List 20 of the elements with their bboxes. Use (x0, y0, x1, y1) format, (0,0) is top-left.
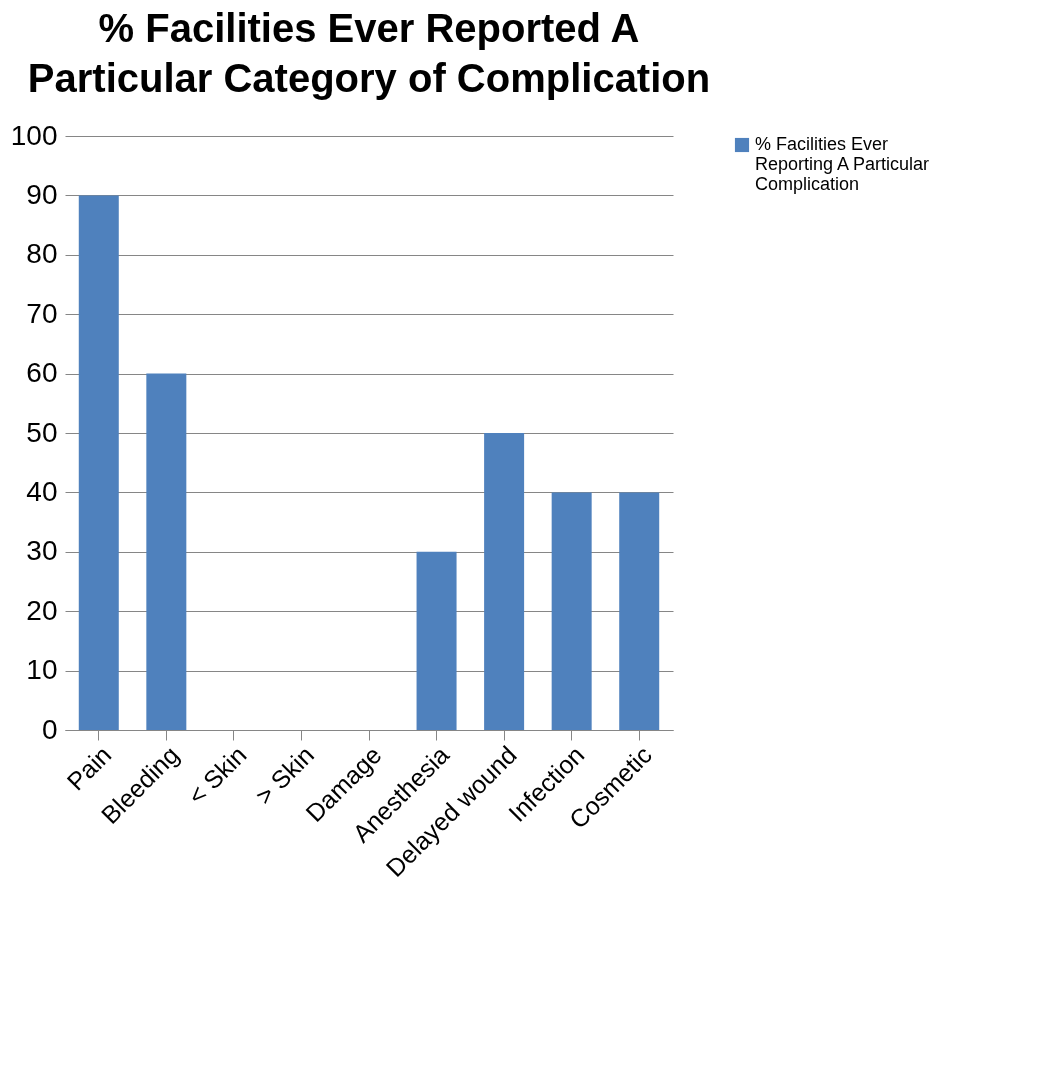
y-tick-label: 60 (26, 357, 58, 389)
y-tick-label: 40 (26, 475, 58, 507)
y-tick-label: 70 (26, 297, 58, 329)
legend-label: % Facilities Ever Reporting A Particular Complication (755, 134, 930, 194)
y-tick-label: 80 (26, 238, 58, 270)
x-tick-label: < Skin (182, 740, 252, 810)
y-tick-label: 30 (26, 535, 58, 567)
bar (78, 195, 119, 730)
bar (146, 373, 187, 730)
bar (484, 433, 525, 730)
bar (551, 492, 592, 730)
chart-title: % Facilities Ever Reported A Particular Category of Complication (27, 6, 711, 100)
y-tick-label: 20 (26, 594, 58, 626)
y-tick-label: 100 (10, 119, 58, 151)
y-tick-label: 0 (41, 713, 58, 745)
bar (619, 492, 660, 730)
y-tick-label: 10 (26, 654, 58, 686)
bar (416, 551, 457, 730)
y-tick-label: 50 (26, 416, 58, 448)
y-tick-label: 90 (26, 178, 58, 210)
